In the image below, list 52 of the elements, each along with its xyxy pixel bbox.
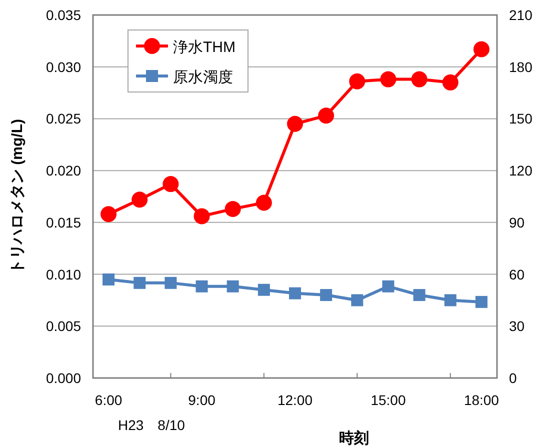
y2-tick-label: 120: [509, 162, 533, 179]
point: [256, 194, 272, 211]
point: [258, 284, 270, 296]
x-tick-label: 15:00: [370, 392, 406, 408]
point: [320, 289, 332, 302]
y2-tick-label: 210: [509, 7, 533, 23]
point: [318, 108, 334, 124]
text: H23 8/10: [118, 417, 186, 433]
point: [196, 280, 208, 292]
y-axis-title: トリハロメタン (mg/L): [9, 119, 26, 274]
point: [102, 273, 115, 286]
point: [132, 192, 148, 208]
point: [224, 200, 241, 217]
y-tick-label: 0.030: [46, 58, 82, 75]
x-axis-title: 時刻: [339, 429, 369, 447]
y2-tick-label: 30: [509, 318, 525, 334]
point: [100, 206, 117, 222]
point: [382, 280, 394, 292]
y-tick-label: 0.010: [46, 266, 82, 282]
y-tick-label: 0.005: [46, 318, 82, 334]
y-tick-label: 0.035: [46, 7, 82, 23]
y2-tick-label: 180: [509, 58, 533, 75]
point: [413, 289, 426, 302]
y-tick-label: 0.015: [46, 214, 82, 230]
point: [473, 41, 490, 58]
point: [194, 208, 210, 224]
legend-label: 浄水THM: [173, 39, 236, 56]
point: [349, 73, 366, 90]
y-tick-label: 0.020: [46, 162, 82, 179]
y2-tick-label: 60: [509, 266, 525, 282]
y2-tick-label: 150: [509, 110, 533, 127]
y-tick-label: 0.000: [46, 370, 82, 386]
point: [380, 71, 396, 88]
y-tick-label: 0.025: [46, 110, 82, 127]
x-tick-label: 18:00: [464, 392, 500, 408]
point: [164, 276, 177, 289]
x-tick-label: 9:00: [188, 392, 216, 408]
x-tick-label: 6:00: [94, 392, 122, 408]
y2-tick-label: 0: [509, 370, 517, 386]
point: [287, 116, 303, 132]
point: [475, 296, 488, 308]
x-tick-label: 12:00: [277, 392, 313, 408]
point: [351, 294, 364, 306]
point: [289, 287, 301, 300]
point: [134, 276, 146, 289]
point: [442, 74, 458, 90]
point: [162, 176, 179, 192]
y2-tick-label: 90: [509, 214, 525, 230]
point: [226, 280, 239, 292]
legend-label: 原水濁度: [173, 69, 233, 86]
point: [444, 294, 456, 306]
point: [411, 71, 428, 88]
